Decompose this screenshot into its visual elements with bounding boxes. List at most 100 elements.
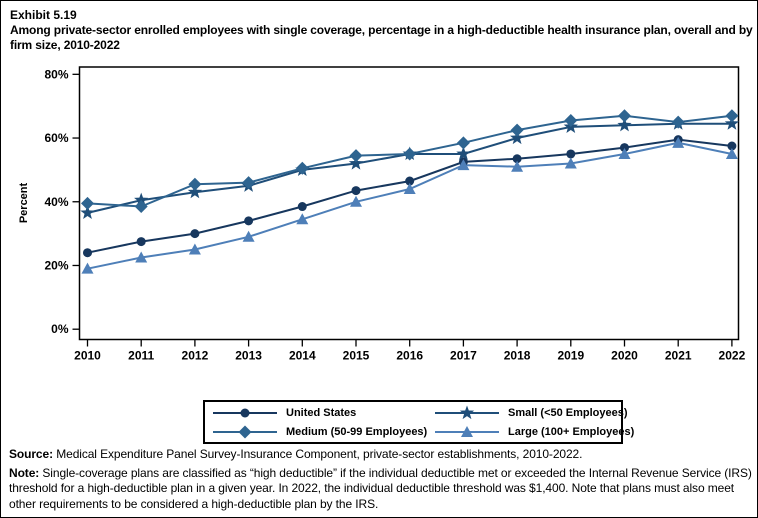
chart-legend: United States Small (<50 Employees) Medium… [203,400,634,444]
diamond-marker [564,114,578,128]
y-tick-label: 20% [44,258,68,272]
diamond-marker [403,147,417,161]
legend-circle-icon [213,408,277,417]
x-tick-label: 2014 [289,349,316,363]
star-marker [617,117,632,132]
circle-marker [351,186,361,196]
title-block: Exhibit 5.19 Among private-sector enroll… [10,8,754,53]
x-tick-label: 2011 [128,349,154,363]
note-label: Note: [9,465,40,480]
diamond-marker [188,177,202,191]
x-tick-label: 2019 [557,349,584,363]
circle-marker [566,149,576,159]
star-marker [80,205,95,219]
legend-diamond-icon [213,425,277,438]
note-line: Note: Single-coverage plans are classifi… [9,466,753,513]
legend-entry: Large (100+ Employees) [435,423,634,441]
circle-marker [190,229,200,239]
circle-marker [244,216,254,226]
diamond-marker [671,115,685,129]
footer-notes: Source: Medical Expenditure Panel Survey… [9,447,753,512]
diamond-marker [238,425,252,438]
triangle-marker [457,159,470,171]
x-tick-label: 2020 [611,349,638,363]
diamond-marker [725,109,739,123]
line-chart: 0% 20% 40% 60% 80% 2010 2011 2012 2013 2014 2015 20… [18,66,746,363]
triangle-marker [511,160,524,172]
circle-marker [136,237,146,247]
series-markers-diamond [81,109,739,214]
triangle-marker [672,136,685,148]
y-tick-label: 0% [51,322,69,336]
circle-marker [727,141,737,151]
series-markers-triangle [81,136,738,274]
x-tick-label: 2017 [450,349,477,363]
exhibit-number: Exhibit 5.19 [10,8,77,22]
x-tick-label: 2021 [665,349,692,363]
x-tick-label: 2015 [343,349,370,363]
diamond-marker [349,149,363,163]
series-line [87,141,733,270]
diamond-marker [618,109,631,123]
legend-label: Large (100+ Employees) [508,425,635,438]
circle-marker [512,154,522,164]
circle-marker [405,176,415,186]
series-line [87,122,732,214]
y-tick-label: 60% [44,131,68,145]
triangle-marker [350,195,362,207]
diamond-marker [510,123,524,137]
circle-marker [297,202,307,212]
star-marker [509,130,525,145]
star-marker [187,184,203,199]
legend-entry: United States [213,404,435,422]
circle-marker [83,248,92,258]
x-tick-label: 2016 [396,349,423,363]
triangle-marker [725,147,738,159]
chart-title: Among private-sector enrolled employees … [10,23,753,52]
y-tick-label: 80% [44,67,68,81]
source-text: Medical Expenditure Panel Survey-Insuran… [52,447,583,461]
star-marker [348,156,364,170]
x-tick-label: 2013 [235,349,262,363]
plot-area-border [78,66,740,341]
legend-entry: Medium (50-99 Employees) [213,423,435,441]
legend-label: Small (<50 Employees) [508,406,628,419]
x-tick-label: 2010 [74,349,101,363]
y-tick-label: 40% [44,195,68,209]
circle-marker [620,143,629,153]
diamond-marker [134,200,148,214]
triangle-marker [564,157,577,169]
star-marker [134,192,149,207]
y-axis-title: Percent [18,182,30,223]
triangle-marker [618,147,631,159]
triangle-marker [403,183,416,195]
legend-label: Medium (50-99 Employees) [286,425,428,438]
series-star [87,122,732,214]
legend-star-icon [435,405,499,419]
legend-triangle-icon [435,425,499,437]
diamond-marker [242,176,256,190]
source-label: Source: [9,447,53,461]
triangle-marker [135,251,148,263]
x-tick-label: 2022 [719,349,746,363]
diamond-marker [295,161,309,175]
series-markers-star [80,116,740,219]
diamond-marker [456,136,470,150]
triangle-marker [461,425,473,437]
triangle-marker [81,262,94,274]
star-marker [459,405,475,419]
source-line: Source: Medical Expenditure Panel Survey… [9,447,753,463]
note-text: Single-coverage plans are classified as … [9,465,752,511]
x-tick-label: 2012 [182,349,209,363]
triangle-marker [188,243,201,255]
x-tick-label: 2018 [504,349,531,363]
triangle-marker [242,230,255,242]
triangle-marker [296,213,309,225]
series-triangle [87,141,733,270]
circle-marker [240,408,250,417]
diamond-marker [81,196,94,210]
legend-label: United States [286,406,357,419]
star-marker [456,146,471,161]
legend-entry: Small (<50 Employees) [435,404,634,422]
